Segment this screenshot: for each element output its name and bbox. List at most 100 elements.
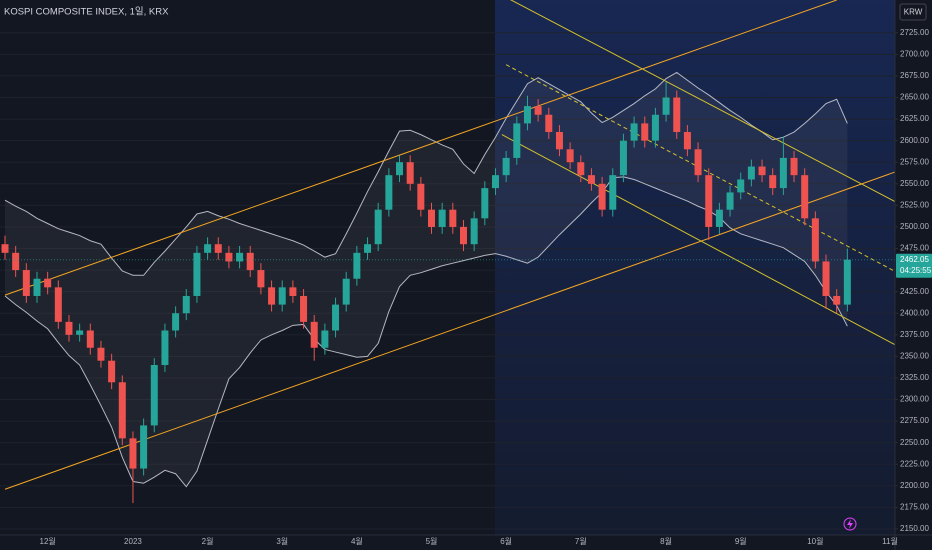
candle-body <box>1 244 9 253</box>
candle-body <box>459 226 467 245</box>
candle-body <box>54 287 62 322</box>
candle-body <box>417 183 425 210</box>
candle-body <box>236 252 244 262</box>
candle-body <box>97 347 105 361</box>
candle-body <box>545 114 553 133</box>
candle-body <box>44 278 52 288</box>
candle-body <box>449 209 457 227</box>
y-tick-label: 2225.00 <box>900 459 929 468</box>
y-tick-label: 2350.00 <box>900 351 929 360</box>
channel-line <box>510 0 895 203</box>
candle-body <box>12 252 20 271</box>
x-tick-label: 6월 <box>500 536 512 546</box>
currency-label[interactable]: KRW <box>904 8 923 17</box>
candle-body <box>705 175 713 227</box>
y-tick-label: 2600.00 <box>900 136 929 145</box>
candle-body <box>182 295 190 314</box>
channel-line <box>4 0 837 296</box>
y-tick-label: 2700.00 <box>900 49 929 58</box>
candle-body <box>268 287 276 305</box>
x-tick-label: 5월 <box>426 536 438 546</box>
y-tick-label: 2425.00 <box>900 287 929 296</box>
x-tick-label: 2023 <box>124 537 142 546</box>
candle-body <box>470 218 478 245</box>
x-tick-label: 9월 <box>735 536 747 546</box>
candle-body <box>310 321 318 348</box>
candle-body <box>641 123 649 141</box>
channel-line <box>501 134 895 346</box>
candle-body <box>683 132 691 150</box>
candle-body <box>406 162 414 184</box>
candle-body <box>332 304 340 331</box>
y-tick-label: 2175.00 <box>900 502 929 511</box>
candle-body <box>161 330 169 366</box>
candle-body <box>566 149 574 163</box>
candle-body <box>513 123 521 158</box>
candle-body <box>779 157 787 189</box>
band-fill <box>5 72 848 487</box>
candle-body <box>289 287 297 296</box>
currency-box[interactable] <box>899 3 927 21</box>
y-tick-label: 2550.00 <box>900 179 929 188</box>
candle-body <box>364 244 372 253</box>
candle-body <box>342 278 350 305</box>
candle-body <box>598 183 606 210</box>
y-tick-label: 2675.00 <box>900 71 929 80</box>
candle-body <box>833 295 841 305</box>
candle-body <box>651 114 659 141</box>
y-tick-label: 2200.00 <box>900 481 929 490</box>
candle-body <box>715 209 723 227</box>
candle-body <box>811 218 819 262</box>
x-tick-label: 11월 <box>882 536 898 546</box>
candle-body <box>438 209 446 227</box>
candle-body <box>726 192 734 210</box>
candle-body <box>758 166 766 176</box>
channel-line <box>4 171 895 490</box>
candle-body <box>396 162 404 176</box>
y-tick-label: 2650.00 <box>900 93 929 102</box>
plot-area <box>0 0 895 530</box>
countdown-label: 04:25:55 <box>900 266 932 275</box>
candle-body <box>150 365 158 426</box>
candle-body <box>481 188 489 219</box>
candle-body <box>140 425 148 469</box>
x-tick-label: 2월 <box>202 536 214 546</box>
x-tick-label: 10월 <box>807 536 823 546</box>
candle-body <box>694 149 702 176</box>
y-tick-label: 2400.00 <box>900 308 929 317</box>
band-upper <box>4 71 848 276</box>
candle-body <box>619 140 627 176</box>
x-tick-label: 4월 <box>351 536 363 546</box>
y-tick-label: 2325.00 <box>900 373 929 382</box>
x-tick-label: 8월 <box>660 536 672 546</box>
candle-body <box>769 175 777 189</box>
y-tick-label: 2625.00 <box>900 114 929 123</box>
candle-body <box>129 438 137 469</box>
candle-body <box>385 175 393 210</box>
candle-body <box>204 244 212 253</box>
x-tick-label: 7월 <box>575 536 587 546</box>
channel-line <box>505 64 895 272</box>
candle-body <box>747 166 755 180</box>
candle-body <box>790 157 798 176</box>
candle-body <box>662 97 670 115</box>
candle-body <box>630 123 638 141</box>
y-tick-label: 2525.00 <box>900 200 929 209</box>
candle-body <box>353 252 361 279</box>
candle-body <box>86 330 94 348</box>
alert-icon[interactable] <box>843 517 857 531</box>
candle-body <box>225 252 233 262</box>
candle-body <box>65 321 73 335</box>
candle-body <box>577 162 585 176</box>
candle-body <box>321 330 329 348</box>
candle-body <box>278 287 286 305</box>
candle-body <box>534 106 542 115</box>
candle-body <box>374 209 382 245</box>
candle-body <box>673 97 681 133</box>
y-tick-label: 2300.00 <box>900 395 929 404</box>
candle-body <box>822 261 830 296</box>
last-price-badge <box>896 253 932 278</box>
candle-body <box>801 175 809 219</box>
